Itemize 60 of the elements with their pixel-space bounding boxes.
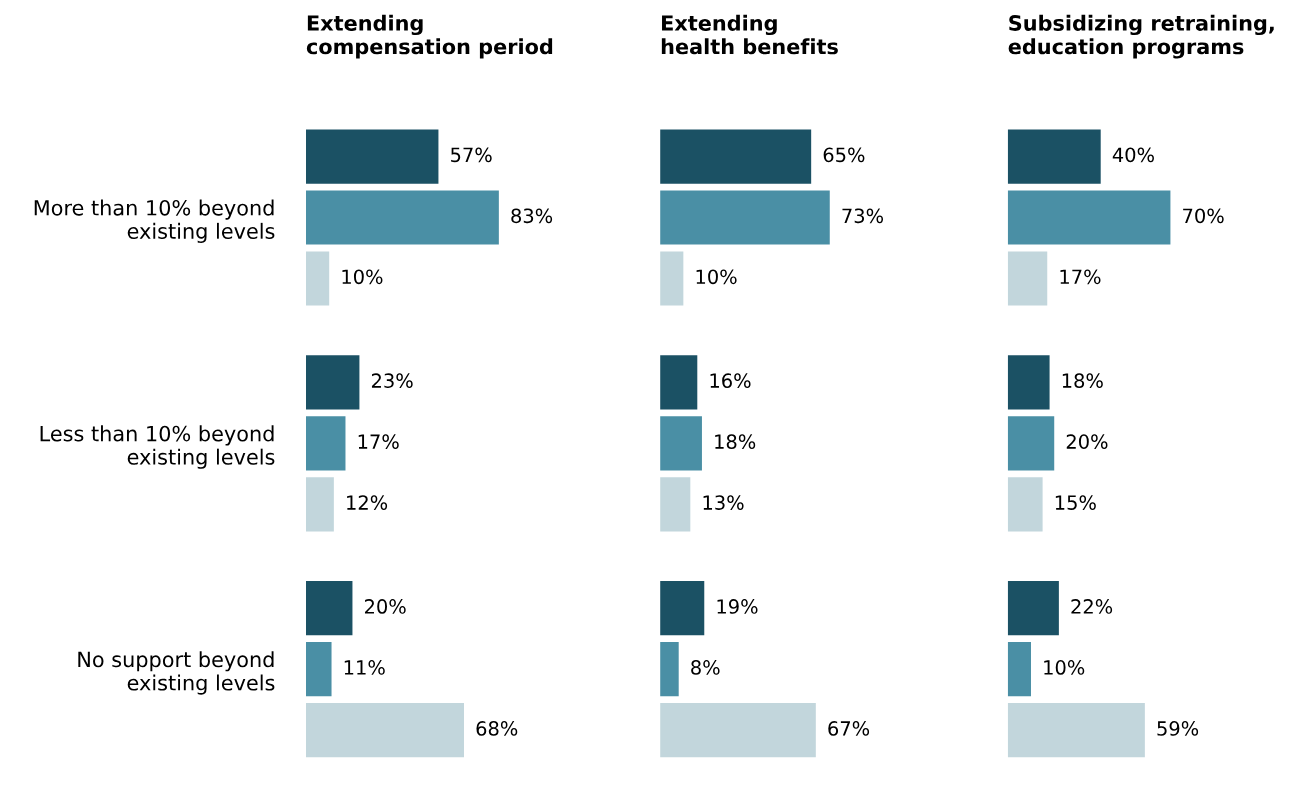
chart-title: Subsidizing retraining, education programs <box>1008 14 1274 59</box>
y-tick-label: No support beyond existing levels <box>78 651 275 695</box>
bar <box>1007 416 1055 471</box>
bar <box>1007 642 1031 697</box>
data-label: 13% <box>703 495 744 510</box>
bar <box>660 129 812 184</box>
data-label: 23% <box>371 373 413 389</box>
bar <box>305 251 330 306</box>
bar <box>305 703 464 758</box>
y-tick-label: More than 10% beyond existing levels <box>34 199 275 244</box>
bar <box>660 355 698 410</box>
data-label: 22% <box>1071 599 1113 614</box>
bar <box>1007 251 1048 306</box>
data-label: 70% <box>1183 208 1224 224</box>
data-label: 10% <box>342 269 383 285</box>
data-label: 83% <box>511 208 553 224</box>
data-label: 12% <box>347 495 388 510</box>
data-label: 17% <box>1060 269 1101 285</box>
data-label: 73% <box>842 208 884 224</box>
chart-title: Extending compensation period <box>306 14 553 59</box>
data-label: 16% <box>710 373 751 389</box>
data-label: 67% <box>828 721 870 736</box>
bar <box>660 477 691 532</box>
bar <box>305 642 332 697</box>
data-label: 10% <box>696 269 737 285</box>
bar <box>305 581 353 636</box>
data-label: 11% <box>344 660 385 675</box>
chart-title: Extending health benefits <box>661 14 838 55</box>
bar <box>660 581 705 636</box>
bar <box>660 190 830 245</box>
bar <box>1007 477 1043 532</box>
data-label: 8% <box>691 660 720 675</box>
data-label: 20% <box>364 599 406 614</box>
data-label: 40% <box>1112 147 1154 163</box>
data-label: 65% <box>823 147 865 163</box>
bar <box>305 190 499 245</box>
y-tick-label: Less than 10% beyond existing levels <box>40 425 275 469</box>
data-label: 20% <box>1066 434 1108 449</box>
bar <box>305 477 334 532</box>
bar <box>1007 581 1059 636</box>
bar <box>660 703 816 758</box>
bar <box>660 251 684 306</box>
data-label: 10% <box>1044 660 1085 675</box>
data-label: 15% <box>1055 495 1096 510</box>
data-label: 17% <box>358 434 399 449</box>
bar <box>1007 703 1145 758</box>
data-label: 68% <box>476 721 518 736</box>
bar <box>305 416 346 471</box>
bar <box>660 642 679 697</box>
data-label: 18% <box>1062 373 1103 389</box>
bar <box>305 129 439 184</box>
data-label: 59% <box>1157 721 1199 736</box>
bar <box>660 416 702 471</box>
bar <box>1007 129 1101 184</box>
data-label: 19% <box>717 599 758 614</box>
bar <box>305 355 360 410</box>
data-label: 18% <box>715 434 756 449</box>
data-label: 57% <box>451 147 492 163</box>
bar <box>1007 355 1050 410</box>
bar <box>1007 190 1171 245</box>
